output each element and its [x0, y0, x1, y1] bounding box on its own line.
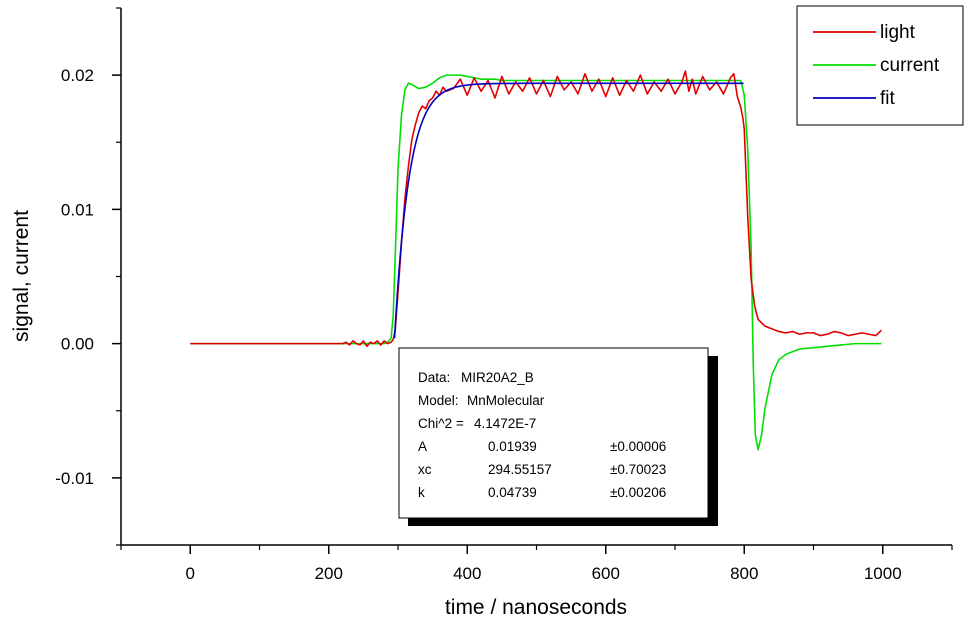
fit-row-error: ±0.70023: [610, 462, 666, 477]
series-current-line: [190, 74, 882, 451]
fit-row-label: Chi^2 =: [418, 416, 464, 431]
y-tick-label: 0.02: [61, 66, 94, 85]
fit-row-error: ±0.00206: [610, 485, 666, 500]
fit-row-label: A: [418, 439, 427, 454]
fit-row-value: 294.55157: [488, 462, 552, 477]
legend-items: light current fit: [813, 22, 940, 109]
fit-row-label: Data:: [418, 370, 450, 385]
series-layer: [190, 70, 882, 451]
fit-box-panel: [398, 347, 709, 519]
fit-row-value: 4.1472E-7: [474, 416, 536, 431]
fit-row-value: MnMolecular: [467, 393, 545, 408]
fit-row-label: k: [418, 485, 425, 500]
legend-label-fit: fit: [880, 88, 896, 109]
x-tick-label: 600: [592, 564, 620, 583]
x-axis-ticks: 0 200 400 600 800 1000: [120, 545, 953, 583]
x-tick-label: 200: [315, 564, 343, 583]
x-tick-label: 800: [730, 564, 758, 583]
x-tick-label: 400: [453, 564, 481, 583]
x-tick-label: 0: [186, 564, 195, 583]
fit-row-value: 0.01939: [488, 439, 537, 454]
fit-row-label: Model:: [418, 393, 459, 408]
fit-row-value: MIR20A2_B: [461, 370, 534, 385]
y-axis-ticks: -0.01 0.00 0.01 0.02: [55, 7, 121, 546]
fit-row-label: xc: [418, 462, 432, 477]
x-axis-title: time / nanoseconds: [445, 596, 627, 619]
y-tick-label: 0.00: [61, 335, 94, 354]
legend: light current fit: [796, 5, 964, 126]
plot-area: 0 200 400 600 800 1000 -0.01 0.00 0.01 0.02: [55, 7, 953, 583]
y-tick-label: -0.01: [55, 469, 94, 488]
x-tick-label: 1000: [864, 564, 902, 583]
series-fit-line: [393, 82, 744, 339]
y-tick-label: 0.01: [61, 200, 94, 219]
fit-row-error: ±0.00006: [610, 439, 666, 454]
y-axis-title: signal, current: [10, 210, 33, 342]
legend-label-current: current: [880, 55, 940, 76]
fit-row-value: 0.04739: [488, 485, 537, 500]
legend-label-light: light: [880, 22, 916, 43]
series-light-line: [190, 70, 882, 348]
